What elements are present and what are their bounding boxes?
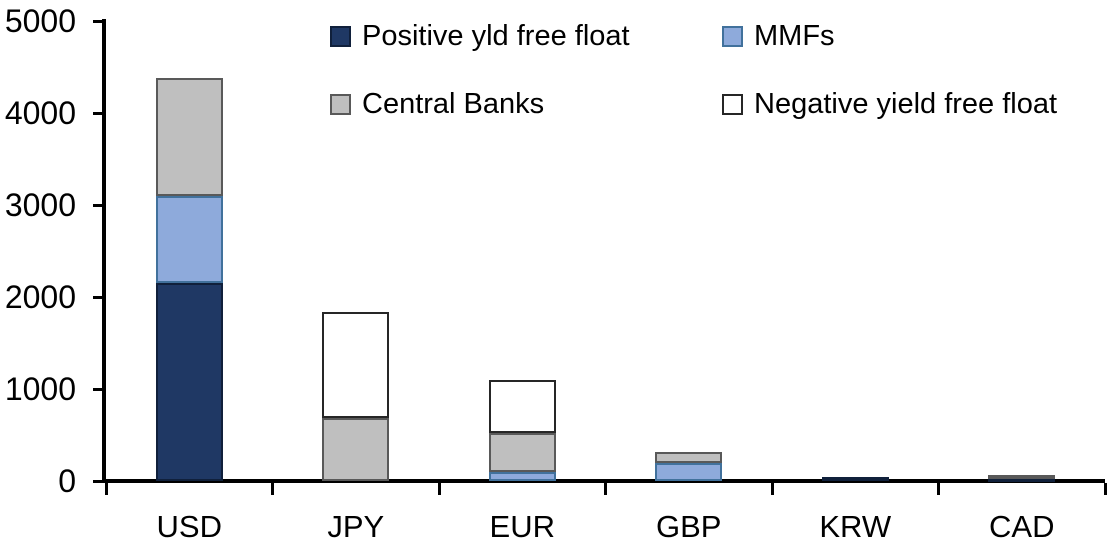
legend-label: Positive yld free float bbox=[362, 19, 630, 52]
legend-item-0: Positive yld free float bbox=[330, 18, 630, 54]
y-axis-tick bbox=[93, 479, 106, 483]
bar-segment-jpy-2 bbox=[322, 417, 390, 481]
y-axis-tick bbox=[93, 203, 106, 207]
x-axis-line bbox=[102, 479, 1105, 483]
x-category-label: USD bbox=[156, 509, 222, 544]
y-tick-label: 4000 bbox=[4, 95, 76, 131]
legend-label: Negative yield free float bbox=[754, 87, 1058, 120]
legend-item-2: Central Banks bbox=[330, 86, 544, 122]
x-category-label: JPY bbox=[327, 509, 385, 544]
bar-segment-krw-0 bbox=[821, 477, 889, 482]
x-category-label: KRW bbox=[819, 509, 892, 544]
x-axis-tick bbox=[1103, 483, 1107, 495]
legend-label: MMFs bbox=[754, 19, 835, 52]
y-axis-tick bbox=[93, 111, 106, 115]
x-category-label: CAD bbox=[989, 509, 1055, 544]
x-axis-tick bbox=[271, 483, 274, 495]
y-axis-tick bbox=[93, 295, 106, 299]
y-axis-tick bbox=[93, 19, 106, 23]
bar-segment-cad-2 bbox=[988, 475, 1056, 480]
legend-swatch-icon bbox=[722, 25, 743, 47]
bar-segment-eur-1 bbox=[488, 471, 556, 481]
bar-segment-gbp-1 bbox=[655, 462, 723, 481]
legend-swatch-icon bbox=[330, 93, 351, 115]
legend-label: Central Banks bbox=[362, 87, 545, 120]
y-tick-label: 2000 bbox=[4, 279, 76, 315]
legend-swatch-icon bbox=[330, 25, 351, 47]
y-axis-tick bbox=[93, 387, 106, 391]
bar-segment-jpy-3 bbox=[322, 311, 390, 418]
bar-segment-eur-2 bbox=[488, 432, 556, 472]
bar-segment-gbp-2 bbox=[655, 451, 723, 463]
bar-segment-usd-2 bbox=[155, 78, 223, 196]
legend-swatch-icon bbox=[722, 93, 743, 115]
bar-segment-eur-3 bbox=[488, 379, 556, 433]
y-tick-label: 5000 bbox=[4, 3, 76, 39]
bar-segment-usd-0 bbox=[155, 283, 223, 481]
x-axis-tick bbox=[437, 483, 441, 495]
x-category-label: GBP bbox=[656, 509, 722, 544]
legend-item-3: Negative yield free float bbox=[722, 86, 1057, 122]
y-tick-label: 0 bbox=[58, 463, 76, 499]
x-category-label: EUR bbox=[489, 509, 555, 544]
x-axis-tick bbox=[937, 483, 940, 495]
x-axis-tick bbox=[104, 483, 108, 495]
y-tick-label: 1000 bbox=[4, 371, 76, 407]
y-axis-line bbox=[102, 19, 106, 483]
x-axis-tick bbox=[770, 483, 774, 495]
bar-segment-usd-1 bbox=[155, 195, 223, 284]
legend-item-1: MMFs bbox=[722, 18, 835, 54]
y-tick-label: 3000 bbox=[4, 187, 76, 223]
x-axis-tick bbox=[604, 483, 607, 495]
